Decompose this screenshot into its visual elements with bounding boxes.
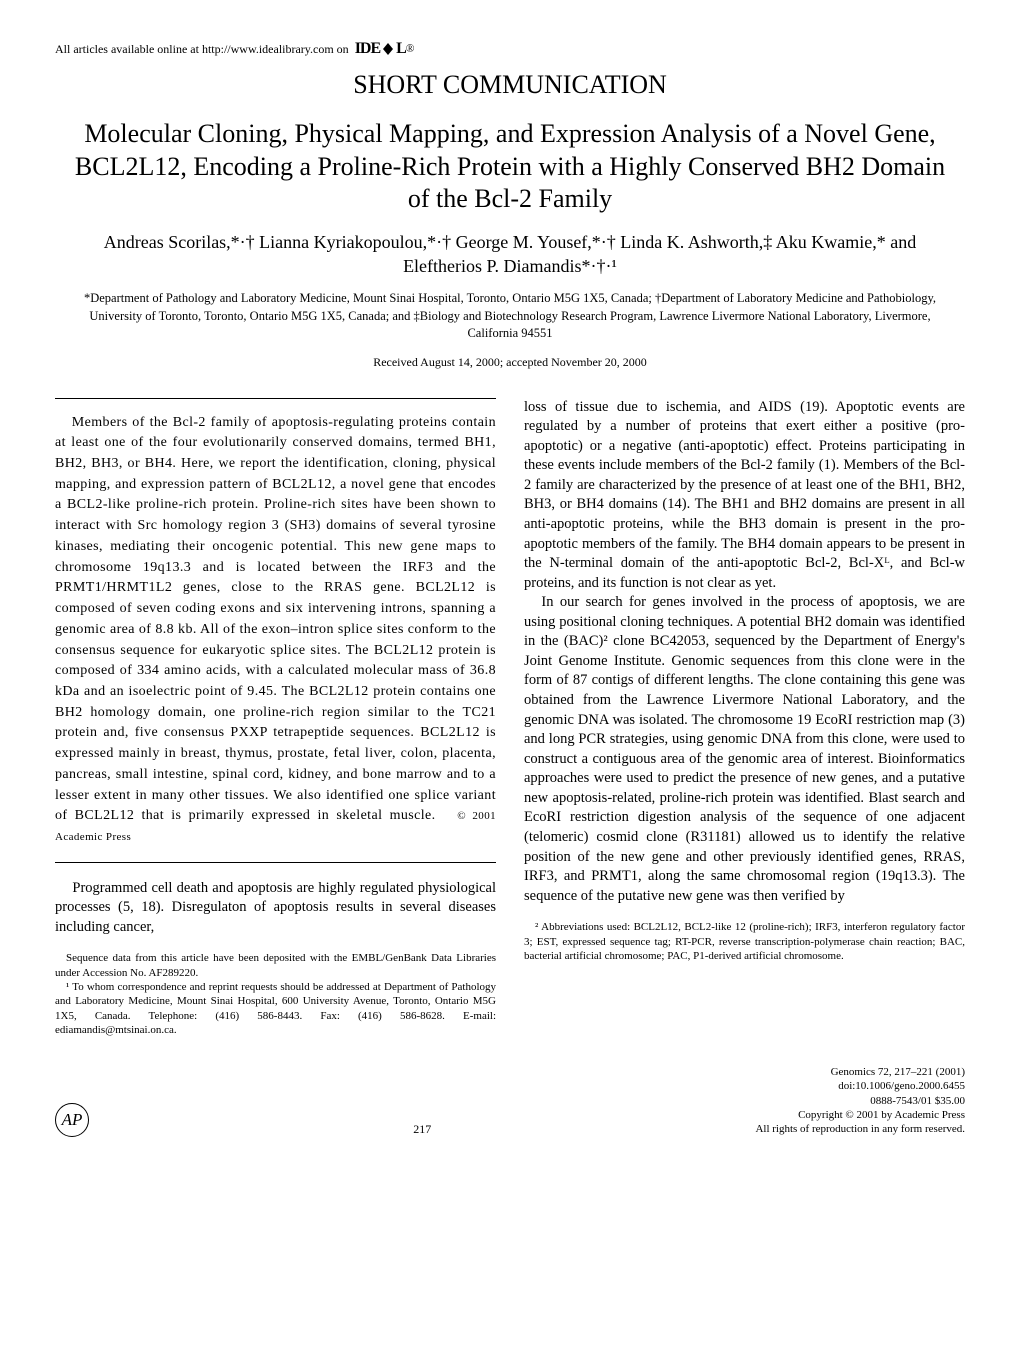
affiliations: *Department of Pathology and Laboratory … <box>55 290 965 343</box>
section-heading: SHORT COMMUNICATION <box>55 70 965 100</box>
intro-paragraph: Programmed cell death and apoptosis are … <box>55 879 496 938</box>
abstract-top-rule <box>55 398 496 399</box>
ideal-logo: IDEL® <box>355 40 414 58</box>
availability-text: All articles available online at http://… <box>55 42 349 57</box>
abstract-bottom-rule <box>55 862 496 863</box>
abstract-text: Members of the Bcl-2 family of apoptosis… <box>55 413 496 848</box>
footer-issn: 0888-7543/01 $35.00 <box>755 1094 965 1108</box>
footer-citation: Genomics 72, 217–221 (2001) <box>755 1065 965 1079</box>
authors: Andreas Scorilas,*·† Lianna Kyriakopoulo… <box>55 230 965 279</box>
header-availability: All articles available online at http://… <box>55 40 965 58</box>
footnote-deposit: Sequence data from this article have bee… <box>55 951 496 980</box>
right-footnotes: ² Abbreviations used: BCL2L12, BCL2-like… <box>524 920 965 963</box>
footer-rights: All rights of reproduction in any form r… <box>755 1122 965 1136</box>
ap-logo-text: AP <box>62 1110 83 1130</box>
received-dates: Received August 14, 2000; accepted Novem… <box>55 355 965 370</box>
ap-logo-icon: AP <box>55 1103 89 1137</box>
right-column: loss of tissue due to ischemia, and AIDS… <box>524 398 965 1038</box>
article-title: Molecular Cloning, Physical Mapping, and… <box>55 118 965 216</box>
footer-metadata: Genomics 72, 217–221 (2001) doi:10.1006/… <box>755 1065 965 1136</box>
abstract-block: Members of the Bcl-2 family of apoptosis… <box>55 413 496 848</box>
right-para-1: loss of tissue due to ischemia, and AIDS… <box>524 398 965 594</box>
footer-copyright: Copyright © 2001 by Academic Press <box>755 1108 965 1122</box>
footer-doi: doi:10.1006/geno.2000.6455 <box>755 1079 965 1093</box>
two-column-body: Members of the Bcl-2 family of apoptosis… <box>55 398 965 1038</box>
abstract-content: Members of the Bcl-2 family of apoptosis… <box>55 415 496 824</box>
left-column: Members of the Bcl-2 family of apoptosis… <box>55 398 496 1038</box>
page-footer: AP 217 Genomics 72, 217–221 (2001) doi:1… <box>55 1065 965 1136</box>
footnote-correspondence: ¹ To whom correspondence and reprint req… <box>55 980 496 1037</box>
page-number: 217 <box>89 1122 755 1137</box>
footnote-abbreviations: ² Abbreviations used: BCL2L12, BCL2-like… <box>524 920 965 963</box>
left-footnotes: Sequence data from this article have bee… <box>55 951 496 1037</box>
right-para-2: In our search for genes involved in the … <box>524 593 965 906</box>
